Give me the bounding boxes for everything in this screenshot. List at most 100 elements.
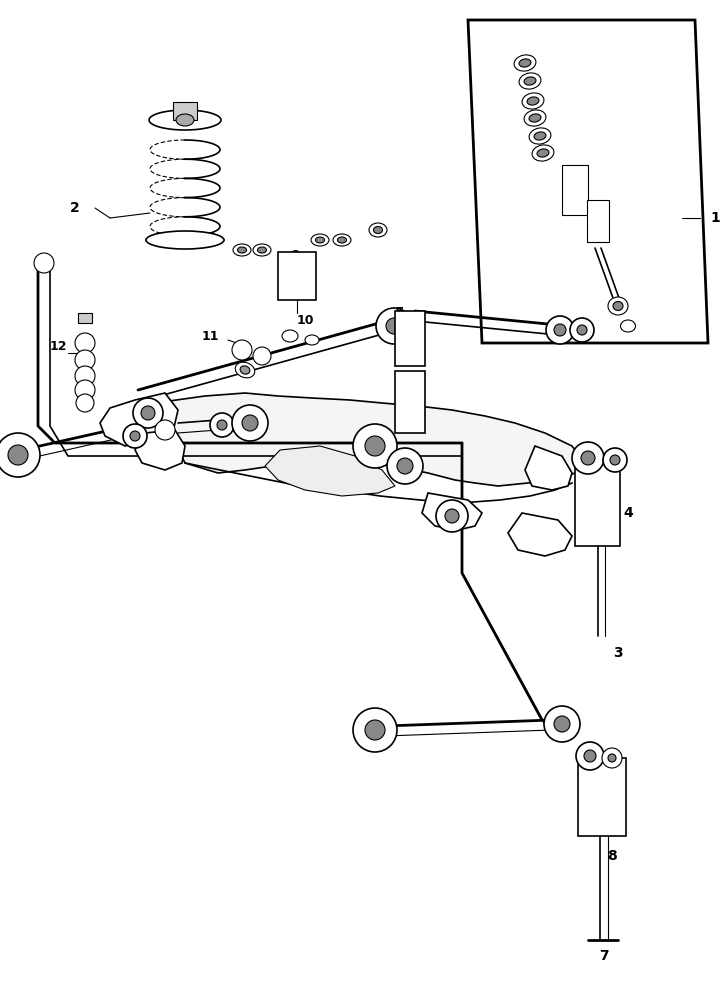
Text: 9: 9 xyxy=(290,249,300,263)
Bar xyxy=(578,758,626,836)
Circle shape xyxy=(34,253,54,273)
Text: 10: 10 xyxy=(296,313,314,327)
Ellipse shape xyxy=(258,247,266,253)
Circle shape xyxy=(133,398,163,428)
Circle shape xyxy=(123,424,147,448)
Circle shape xyxy=(436,500,468,532)
Circle shape xyxy=(544,706,580,742)
Polygon shape xyxy=(468,20,708,343)
Ellipse shape xyxy=(532,145,554,161)
Circle shape xyxy=(75,333,95,353)
Polygon shape xyxy=(100,393,178,446)
Text: 6: 6 xyxy=(410,411,420,425)
Circle shape xyxy=(217,420,227,430)
Text: 7: 7 xyxy=(599,949,609,963)
Circle shape xyxy=(376,308,412,344)
Circle shape xyxy=(577,325,587,335)
Circle shape xyxy=(76,394,94,412)
Circle shape xyxy=(584,750,596,762)
Ellipse shape xyxy=(527,97,539,105)
Text: 8: 8 xyxy=(607,849,617,863)
Circle shape xyxy=(387,448,423,484)
Circle shape xyxy=(353,708,397,752)
Bar xyxy=(587,200,609,242)
Ellipse shape xyxy=(522,93,544,109)
Polygon shape xyxy=(525,446,572,490)
Circle shape xyxy=(232,340,252,360)
Text: 12: 12 xyxy=(50,340,68,353)
Ellipse shape xyxy=(369,223,387,237)
Circle shape xyxy=(75,366,95,386)
Circle shape xyxy=(554,716,570,732)
Circle shape xyxy=(570,318,594,342)
Circle shape xyxy=(608,754,616,762)
Text: 4: 4 xyxy=(623,506,633,520)
Circle shape xyxy=(554,324,566,336)
Ellipse shape xyxy=(240,366,250,374)
Circle shape xyxy=(602,748,622,768)
Circle shape xyxy=(353,424,397,468)
Ellipse shape xyxy=(235,362,255,378)
Ellipse shape xyxy=(537,149,549,157)
Ellipse shape xyxy=(176,114,194,126)
Text: 3: 3 xyxy=(613,646,623,660)
Ellipse shape xyxy=(305,335,319,345)
Bar xyxy=(278,252,316,300)
Ellipse shape xyxy=(233,244,251,256)
Ellipse shape xyxy=(282,330,298,342)
Ellipse shape xyxy=(333,234,351,246)
Ellipse shape xyxy=(338,237,347,243)
Bar xyxy=(78,313,92,323)
Circle shape xyxy=(445,509,459,523)
Ellipse shape xyxy=(315,237,325,243)
Circle shape xyxy=(253,347,271,365)
Text: 5: 5 xyxy=(395,306,405,320)
Ellipse shape xyxy=(529,114,541,122)
Bar xyxy=(173,102,197,120)
Ellipse shape xyxy=(373,227,382,234)
Circle shape xyxy=(581,451,595,465)
Ellipse shape xyxy=(524,77,536,85)
Circle shape xyxy=(130,431,140,442)
Ellipse shape xyxy=(613,301,623,310)
Circle shape xyxy=(576,742,604,770)
Circle shape xyxy=(610,455,620,465)
Circle shape xyxy=(546,316,574,344)
Ellipse shape xyxy=(311,234,329,246)
Circle shape xyxy=(232,405,268,442)
Ellipse shape xyxy=(519,73,541,89)
Ellipse shape xyxy=(519,58,531,68)
Bar xyxy=(395,311,425,366)
Polygon shape xyxy=(265,446,395,496)
Polygon shape xyxy=(422,493,482,530)
Ellipse shape xyxy=(237,247,247,253)
Ellipse shape xyxy=(146,231,224,249)
Ellipse shape xyxy=(149,110,221,130)
Ellipse shape xyxy=(608,297,628,314)
Circle shape xyxy=(141,406,155,420)
Text: 11: 11 xyxy=(201,330,218,343)
Bar xyxy=(575,464,620,546)
Circle shape xyxy=(365,720,385,740)
Bar xyxy=(395,371,425,433)
Polygon shape xyxy=(135,430,185,470)
Circle shape xyxy=(386,318,402,334)
Ellipse shape xyxy=(253,244,271,256)
Circle shape xyxy=(603,448,627,472)
Bar xyxy=(562,165,588,215)
Ellipse shape xyxy=(524,110,546,126)
Polygon shape xyxy=(155,393,585,486)
Circle shape xyxy=(397,458,413,474)
Ellipse shape xyxy=(529,128,551,144)
Circle shape xyxy=(242,415,258,431)
Circle shape xyxy=(75,380,95,400)
Circle shape xyxy=(155,420,175,440)
Text: 1: 1 xyxy=(710,211,720,225)
Circle shape xyxy=(8,445,28,465)
Circle shape xyxy=(365,436,385,456)
Circle shape xyxy=(572,442,604,474)
Circle shape xyxy=(75,350,95,370)
Polygon shape xyxy=(508,513,572,556)
Ellipse shape xyxy=(620,320,636,332)
Ellipse shape xyxy=(514,54,536,72)
